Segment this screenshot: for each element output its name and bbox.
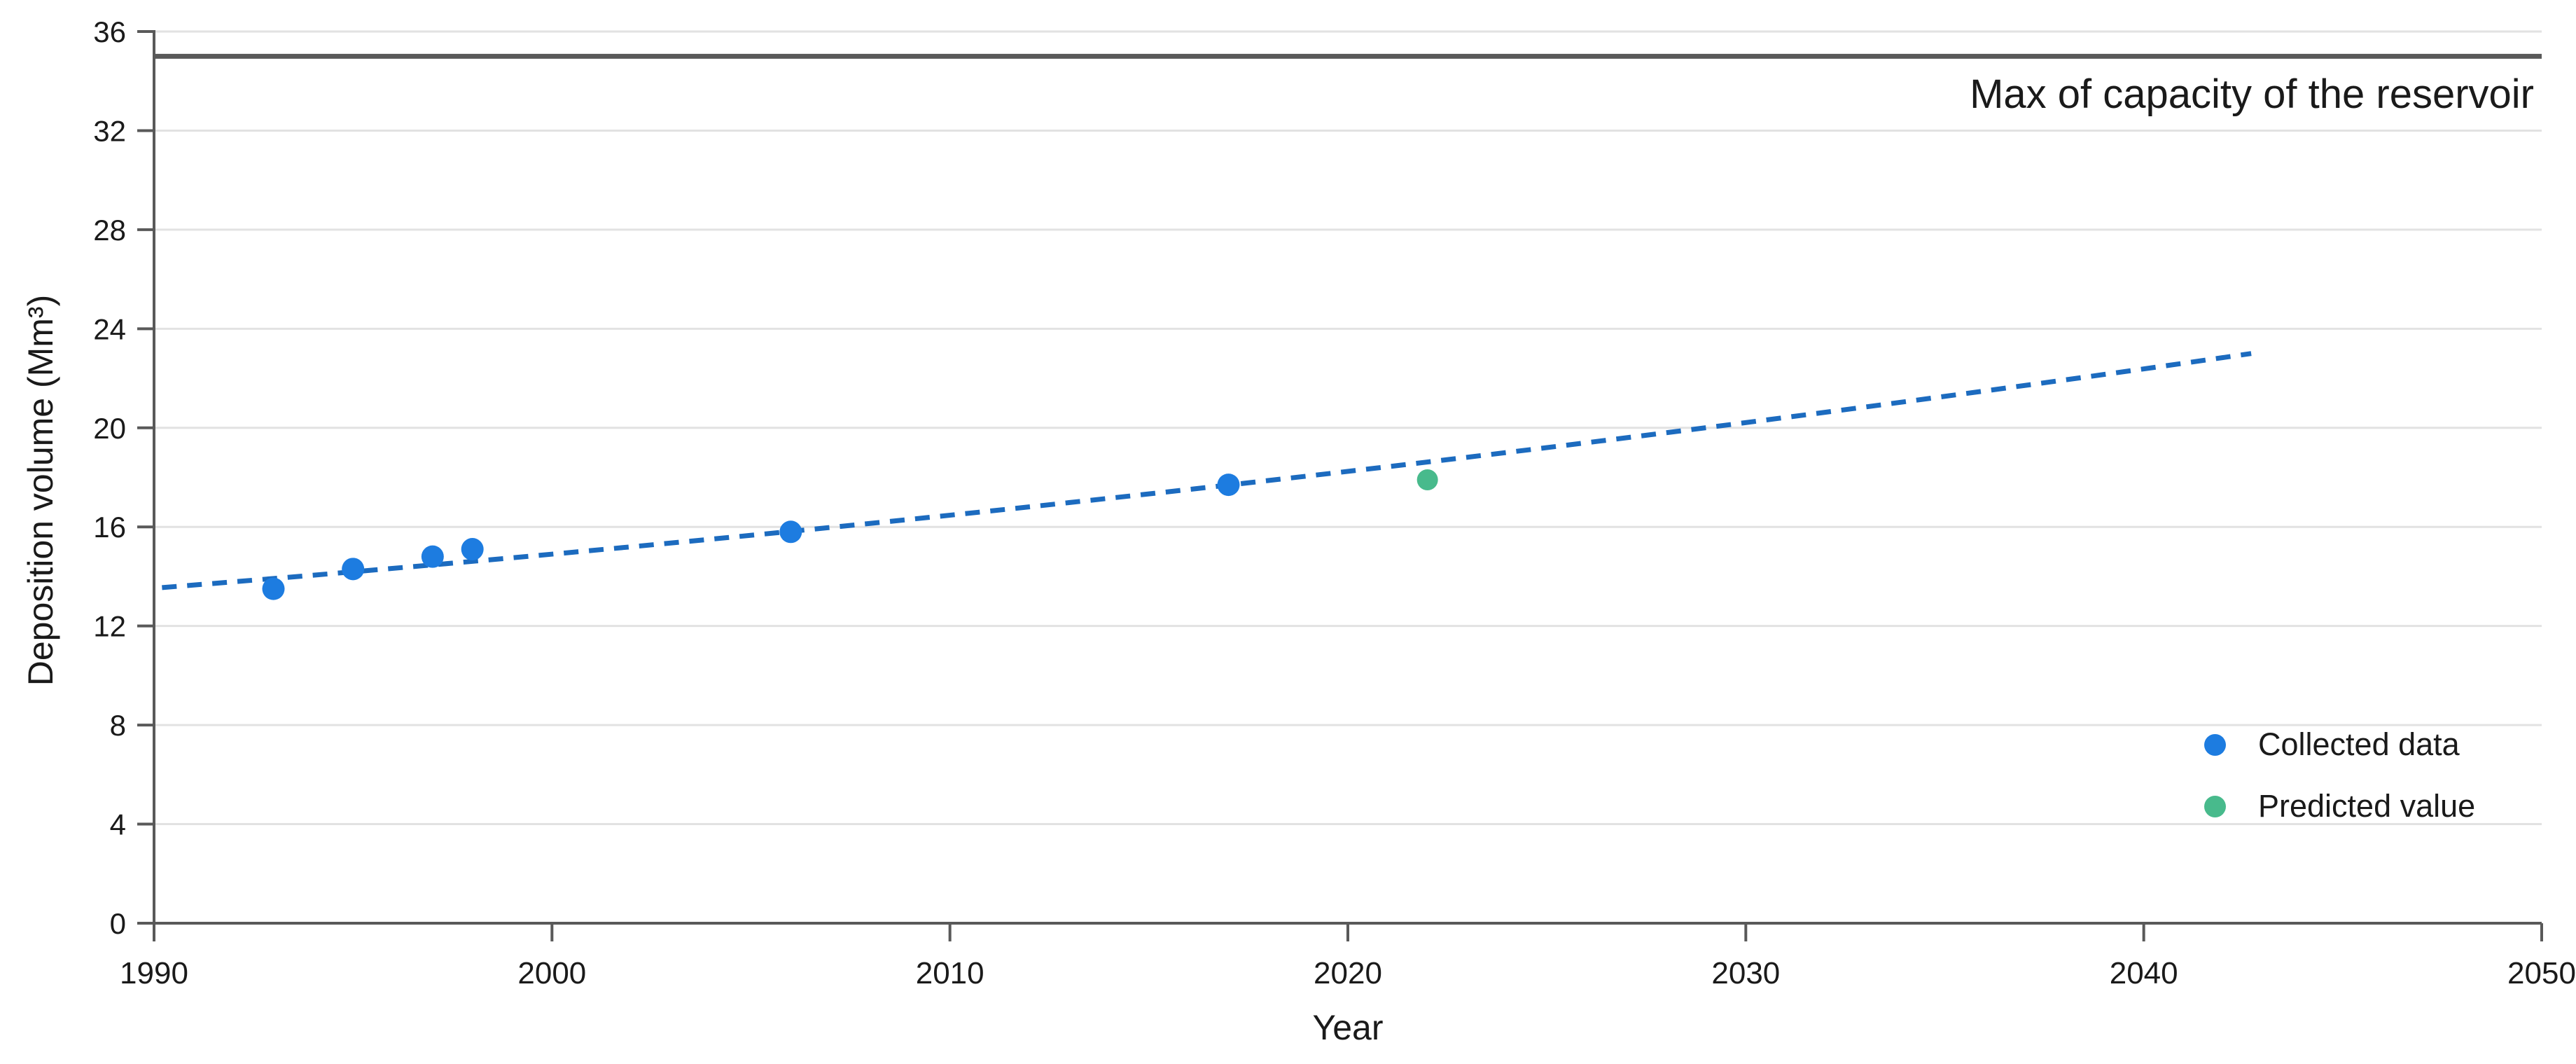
- y-tick-label: 12: [93, 610, 126, 643]
- y-tick-label: 4: [110, 808, 126, 841]
- y-tick-label: 20: [93, 412, 126, 445]
- y-tick-label: 24: [93, 312, 126, 345]
- max-capacity-label: Max of capacity of the reservoir: [1970, 71, 2534, 117]
- y-tick-label: 32: [93, 114, 126, 147]
- collected-data-point: [262, 577, 285, 600]
- x-tick-label: 2040: [2110, 956, 2178, 990]
- x-axis-title: Year: [1312, 1008, 1384, 1047]
- y-tick-label: 36: [93, 15, 126, 48]
- legend-label-predicted-value: Predicted value: [2258, 788, 2476, 824]
- y-tick-label: 28: [93, 214, 126, 247]
- collected-data-point: [421, 545, 444, 568]
- x-tick-label: 2000: [517, 956, 586, 990]
- x-tick-label: 2010: [916, 956, 984, 990]
- legend-item-predicted-value: Predicted value: [2204, 786, 2475, 827]
- predicted-value-point: [1416, 469, 1438, 491]
- x-tick-label: 2050: [2507, 956, 2576, 990]
- predicted-value-marker-icon: [2204, 795, 2226, 817]
- y-axis-title: Deposition volume (Mm³): [21, 294, 60, 686]
- x-tick-label: 1990: [120, 956, 188, 990]
- y-tick-label: 8: [110, 709, 126, 742]
- y-tick-label: 16: [93, 511, 126, 544]
- x-tick-label: 2020: [1314, 956, 1382, 990]
- trendline: [162, 351, 2252, 590]
- legend: Collected data Predicted value: [2204, 724, 2475, 827]
- collected-data-point: [461, 538, 484, 561]
- legend-label-collected-data: Collected data: [2258, 726, 2460, 762]
- x-tick-label: 2030: [1711, 956, 1780, 990]
- collected-data-point: [342, 558, 365, 581]
- legend-item-collected-data: Collected data: [2204, 724, 2475, 765]
- collected-data-marker-icon: [2204, 733, 2226, 756]
- collected-data-point: [1217, 474, 1240, 497]
- collected-data-point: [779, 520, 802, 544]
- y-tick-label: 0: [110, 907, 126, 940]
